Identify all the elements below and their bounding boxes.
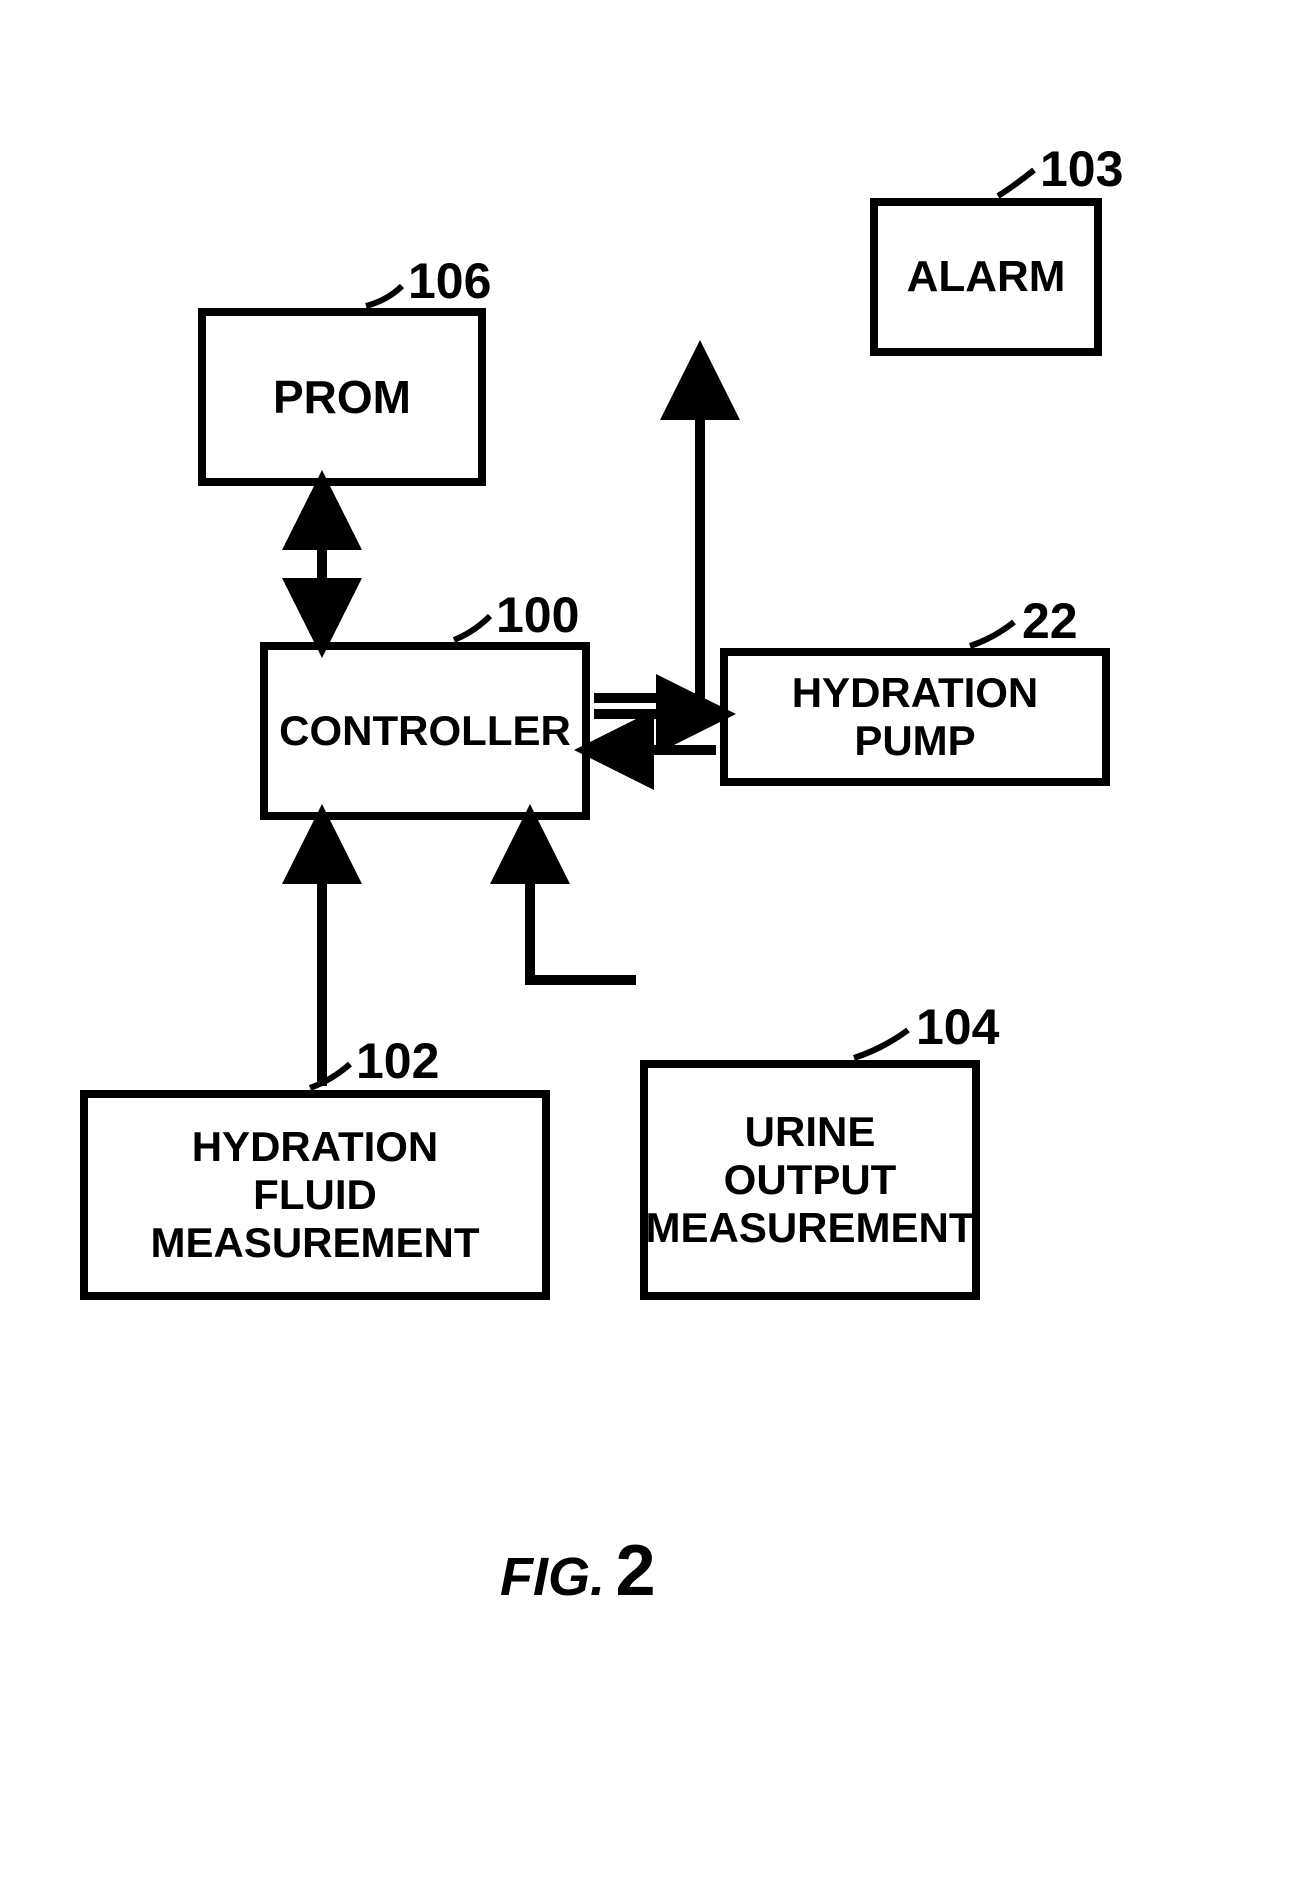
leader-pump [970,622,1014,646]
node-urine-measurement: URINE OUTPUT MEASUREMENT [640,1060,980,1300]
node-hydration-measurement: HYDRATION FLUID MEASUREMENT [80,1090,550,1300]
ref-controller: 100 [496,586,579,644]
node-hydration-label: HYDRATION FLUID MEASUREMENT [88,1123,542,1268]
node-alarm: ALARM [870,198,1102,356]
ref-hydration: 102 [356,1032,439,1090]
ref-prom: 106 [408,252,491,310]
node-hydration-pump: HYDRATION PUMP [720,648,1110,786]
node-alarm-label: ALARM [907,252,1066,303]
node-prom-label: PROM [273,371,411,424]
node-prom: PROM [198,308,486,486]
ref-alarm: 103 [1040,140,1123,198]
figure-caption-prefix: FIG. [500,1547,605,1607]
leader-prom [366,286,402,306]
arrow-controller-alarm-final [594,278,866,686]
ref-urine: 104 [916,998,999,1056]
node-urine-label: URINE OUTPUT MEASUREMENT [646,1108,975,1253]
node-controller-label: CONTROLLER [279,707,571,755]
leader-ctrl [454,616,490,640]
node-pump-label: HYDRATION PUMP [728,669,1102,766]
arrow-urine-controller [530,824,636,980]
leader-alarm [998,170,1034,196]
node-controller: CONTROLLER [260,642,590,820]
leader-urine [854,1030,908,1058]
arrow-controller-alarm [594,360,700,698]
diagram-canvas: PROM ALARM CONTROLLER HYDRATION PUMP HYD… [0,0,1294,1888]
leader-hydr [310,1064,350,1088]
ref-pump: 22 [1022,592,1078,650]
figure-caption: FIG. 2 [500,1530,656,1612]
figure-caption-number: 2 [615,1531,655,1611]
